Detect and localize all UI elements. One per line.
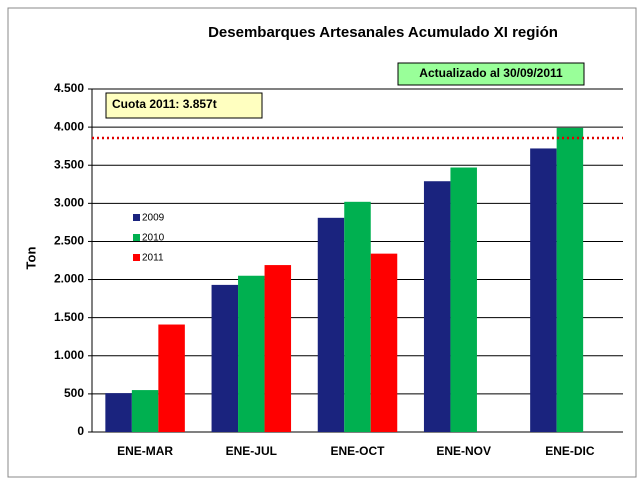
bar bbox=[211, 284, 239, 432]
bar bbox=[344, 201, 371, 432]
chart-title: Desembarques Artesanales Acumulado XI re… bbox=[208, 24, 558, 41]
y-tick-label: 3.000 bbox=[54, 196, 84, 210]
y-tick-label: 4.500 bbox=[54, 81, 84, 95]
quota-box bbox=[105, 92, 263, 119]
legend-swatch bbox=[133, 234, 140, 241]
legend-label: 2009 bbox=[142, 213, 165, 224]
x-tick-label: ENE-JUL bbox=[226, 444, 277, 458]
bar bbox=[158, 324, 185, 432]
bar bbox=[238, 275, 265, 432]
y-tick-label: 2.000 bbox=[54, 272, 84, 286]
y-axis-label: Ton bbox=[23, 247, 38, 270]
bar bbox=[423, 181, 451, 432]
y-tick-label: 500 bbox=[64, 386, 84, 400]
legend-swatch bbox=[133, 214, 140, 221]
legend-label: 2011 bbox=[142, 253, 164, 264]
legend-label: 2010 bbox=[142, 233, 165, 244]
bar bbox=[530, 148, 557, 432]
bar bbox=[131, 390, 159, 432]
x-tick-label: ENE-DIC bbox=[545, 444, 595, 458]
x-tick-label: ENE-NOV bbox=[436, 444, 491, 458]
y-tick-label: 1.000 bbox=[54, 348, 84, 362]
quota-label: Cuota 2011: 3.857t bbox=[112, 97, 217, 111]
note-box bbox=[397, 62, 585, 86]
bar bbox=[105, 393, 132, 432]
legend-swatch bbox=[133, 254, 140, 261]
y-tick-label: 3.500 bbox=[54, 157, 84, 171]
bar bbox=[556, 127, 584, 432]
bar bbox=[264, 265, 292, 432]
y-tick-label: 0 bbox=[77, 424, 84, 438]
bar bbox=[317, 217, 345, 432]
y-tick-label: 1.500 bbox=[54, 310, 84, 324]
bar bbox=[370, 253, 398, 432]
x-tick-label: ENE-MAR bbox=[117, 444, 173, 458]
y-tick-label: 4.000 bbox=[54, 119, 84, 133]
x-tick-label: ENE-OCT bbox=[331, 444, 386, 458]
bar bbox=[450, 167, 477, 432]
y-tick-label: 2.500 bbox=[54, 234, 84, 248]
note: Actualizado al 30/09/2011 bbox=[419, 66, 563, 80]
